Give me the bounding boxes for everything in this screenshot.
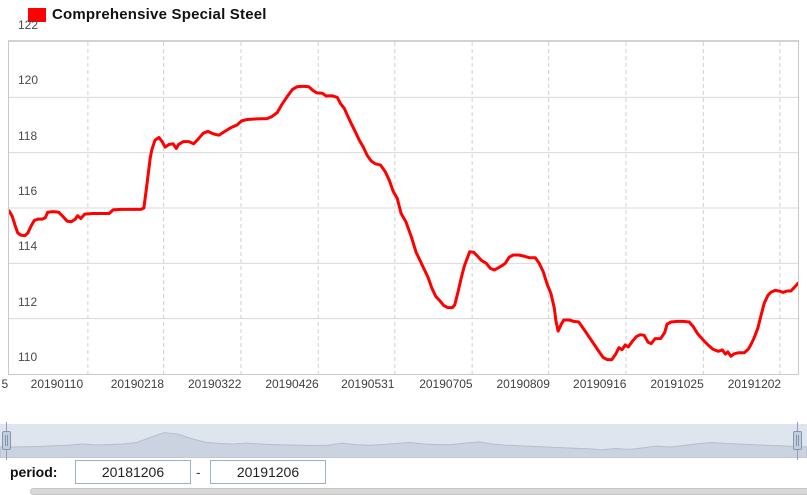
x-axis-tick-label: 20190110 (30, 377, 84, 391)
x-axis-tick-label: 20191202 (727, 377, 782, 391)
navigator-left-handle[interactable] (2, 431, 11, 450)
y-axis-tick-label: 110 (18, 350, 38, 364)
chart-plot-area[interactable] (8, 40, 799, 375)
x-axis-tick-label: 20190916 (573, 377, 627, 391)
y-axis-tick-label: 118 (18, 128, 38, 143)
legend-item[interactable]: Comprehensive Special Steel (28, 6, 267, 23)
period-label: period: (10, 464, 58, 480)
x-axis-tick-label: 20190809 (496, 377, 550, 391)
period-separator: - (196, 464, 201, 480)
legend-series-label: Comprehensive Special Steel (52, 6, 267, 23)
period-selector-row: period: - (0, 459, 807, 487)
series-line (9, 84, 798, 362)
x-axis-tick-label: 20190322 (188, 377, 242, 391)
x-axis-tick-label: 5 (1, 377, 9, 391)
y-axis-tick-label: 112 (18, 294, 38, 309)
period-end-input[interactable] (210, 460, 326, 484)
x-axis-tick-label: 20190218 (110, 377, 165, 391)
range-navigator[interactable] (0, 422, 807, 460)
y-axis-tick-label: 122 (18, 18, 39, 32)
horizontal-scrollbar[interactable] (30, 488, 807, 495)
navigator-area-chart (0, 432, 807, 459)
x-axis-tick-label: 20191025 (650, 377, 704, 391)
y-axis-tick-label: 120 (18, 73, 39, 88)
y-axis-tick-label: 114 (18, 239, 38, 254)
period-start-input[interactable] (75, 460, 191, 484)
legend-color-swatch (28, 7, 46, 22)
navigator-series-area (0, 432, 807, 459)
x-axis-tick-label: 20190531 (341, 377, 395, 391)
x-axis-tick-label: 20190705 (419, 377, 473, 391)
navigator-right-handle[interactable] (793, 431, 802, 450)
x-axis-tick-label: 20190426 (265, 377, 319, 391)
chart-canvas (9, 42, 798, 374)
y-axis-tick-label: 116 (18, 184, 38, 198)
